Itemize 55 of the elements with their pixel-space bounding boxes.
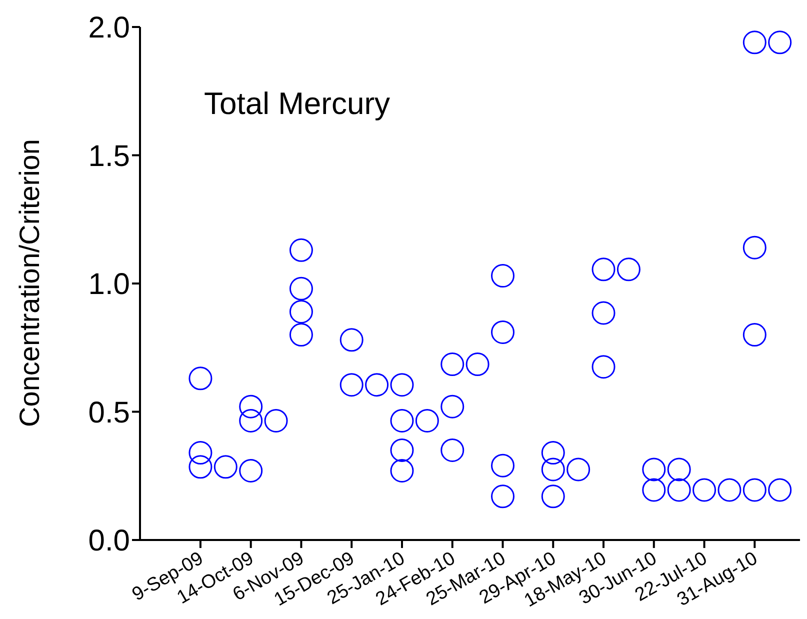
y-tick-label: 1.0 xyxy=(88,268,130,302)
point xyxy=(239,458,263,482)
point xyxy=(340,373,364,397)
point xyxy=(768,30,792,54)
point xyxy=(466,352,490,376)
point xyxy=(692,478,716,502)
point xyxy=(491,484,514,508)
point xyxy=(440,438,464,462)
y-tick-label: 2.0 xyxy=(88,12,130,45)
point xyxy=(390,458,414,482)
y-axis-title: Concentration/Criterion xyxy=(14,139,46,427)
point xyxy=(365,373,389,397)
point xyxy=(289,276,313,300)
point xyxy=(592,301,616,325)
point xyxy=(592,258,616,282)
point xyxy=(440,352,464,376)
point xyxy=(616,258,640,282)
point xyxy=(592,355,616,379)
point xyxy=(239,408,263,432)
point xyxy=(264,408,288,432)
point xyxy=(491,264,514,288)
point xyxy=(289,323,313,347)
point xyxy=(541,441,565,465)
point xyxy=(415,408,439,432)
point xyxy=(491,454,514,478)
point xyxy=(289,300,313,324)
point xyxy=(390,438,414,462)
point xyxy=(188,441,212,465)
y-tick-label: 0.5 xyxy=(88,396,130,430)
point xyxy=(491,320,514,344)
point xyxy=(541,484,565,508)
text: Total Mercury xyxy=(204,86,390,122)
point xyxy=(768,478,792,502)
point xyxy=(440,394,464,418)
point xyxy=(667,458,691,482)
point xyxy=(742,323,766,347)
point xyxy=(742,478,766,502)
point xyxy=(642,458,666,482)
point xyxy=(742,30,766,54)
point xyxy=(340,328,364,352)
point xyxy=(188,455,212,479)
point xyxy=(667,478,691,502)
y-tick-label: 0.0 xyxy=(88,524,130,558)
point xyxy=(642,478,666,502)
point xyxy=(289,238,313,262)
point xyxy=(718,478,742,502)
point xyxy=(239,394,263,418)
point xyxy=(390,373,414,397)
point xyxy=(541,458,565,482)
point xyxy=(742,236,766,260)
point xyxy=(566,458,590,482)
point xyxy=(214,455,238,479)
point xyxy=(390,408,414,432)
point xyxy=(188,366,212,390)
y-tick-label: 1.5 xyxy=(88,140,130,173)
